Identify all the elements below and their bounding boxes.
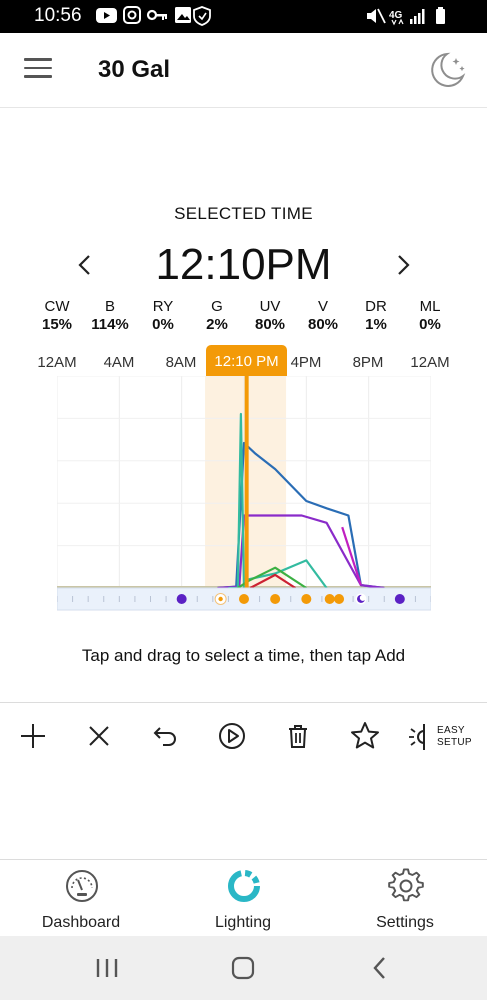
delete-point-icon[interactable] (82, 719, 116, 753)
lighting-schedule-chart[interactable] (56, 375, 432, 611)
svg-text:4G: 4G (389, 10, 403, 21)
nav-dashboard[interactable]: Dashboard (0, 860, 162, 937)
app-header: 30 Gal (0, 33, 487, 108)
channel-ry: RY 0% (152, 298, 174, 333)
gear-icon (388, 868, 424, 902)
moon-stars-icon[interactable] (427, 49, 469, 91)
timeline-label: 12AM (37, 354, 77, 371)
event-marker-moon (357, 594, 365, 603)
previous-time-button[interactable] (70, 250, 100, 280)
next-time-button[interactable] (388, 250, 418, 280)
nav-settings-label: Settings (376, 914, 434, 931)
home-icon[interactable] (228, 954, 258, 982)
event-marker (394, 594, 405, 604)
undo-icon[interactable] (148, 719, 182, 753)
bottom-navigation: Dashboard Lighting Settings (0, 859, 487, 936)
hamburger-menu-icon[interactable] (24, 58, 52, 82)
battery-icon (436, 7, 445, 24)
timeline-label: 8AM (165, 354, 197, 371)
series-line-g (237, 566, 307, 589)
favorite-star-icon[interactable] (348, 719, 382, 753)
easy-setup-button[interactable]: EASY SETUP (404, 720, 484, 754)
easy-setup-icon (409, 724, 425, 750)
nav-settings[interactable]: Settings (324, 860, 486, 937)
channel-cw: CW 15% (41, 298, 73, 333)
lighting-chart-svg[interactable] (56, 375, 432, 611)
shield-icon (193, 6, 211, 26)
event-marker (334, 594, 345, 604)
instagram-icon (123, 6, 141, 24)
channel-v: V 80% (307, 298, 339, 333)
series-line-v (217, 514, 385, 590)
lighting-ring-icon (228, 870, 260, 902)
nav-lighting[interactable]: Lighting (162, 860, 324, 937)
channel-uv: UV 80% (254, 298, 286, 333)
selected-time-value: 12:10PM (155, 240, 332, 289)
image-icon (175, 7, 191, 23)
channel-b: B 114% (91, 298, 129, 333)
signal-icon (410, 9, 425, 24)
status-time: 10:56 (34, 5, 82, 26)
event-marker (324, 594, 335, 604)
selected-time-handle[interactable]: 12:10 PM (206, 345, 287, 376)
system-navigation (0, 936, 487, 1000)
recents-icon[interactable] (92, 954, 122, 982)
event-marker (176, 594, 187, 604)
series-line-dr (249, 573, 296, 589)
chevron-left-icon (78, 255, 90, 275)
channel-ml: ML 0% (419, 298, 441, 333)
event-marker (301, 594, 312, 604)
play-icon[interactable] (215, 719, 249, 753)
nav-dashboard-label: Dashboard (41, 914, 121, 931)
mute-icon (367, 8, 386, 24)
channel-dr: DR 1% (365, 298, 387, 333)
status-bar: 10:56 4G (0, 0, 487, 33)
chevron-right-icon (398, 255, 410, 275)
timeline-label: 8PM (352, 354, 384, 371)
nav-lighting-label: Lighting (214, 914, 272, 931)
event-marker (239, 594, 249, 604)
back-icon[interactable] (366, 954, 396, 982)
vpn-key-icon (146, 9, 167, 21)
edit-toolbar: EASY SETUP (0, 702, 487, 768)
selected-time-label: SELECTED TIME (174, 204, 313, 223)
easy-setup-label: EASY SETUP (437, 725, 472, 748)
timeline-label: 4AM (103, 354, 135, 371)
instruction-hint: Tap and drag to select a time, then tap … (81, 646, 406, 665)
gauge-icon (66, 870, 98, 902)
page-title: 30 Gal (98, 56, 171, 83)
status-left-icons (96, 6, 226, 31)
timeline-label: 4PM (290, 354, 322, 371)
timeline-label: 12AM (410, 354, 450, 371)
channel-g: G 2% (206, 298, 228, 333)
event-marker (270, 594, 281, 604)
status-right-icons: 4G (365, 6, 455, 31)
series-line-uv (341, 526, 362, 586)
4g-lte-icon: 4G (389, 10, 404, 26)
event-marker-dot (218, 596, 223, 602)
add-icon[interactable] (16, 719, 50, 753)
youtube-icon (96, 8, 117, 23)
trash-icon[interactable] (281, 719, 315, 753)
